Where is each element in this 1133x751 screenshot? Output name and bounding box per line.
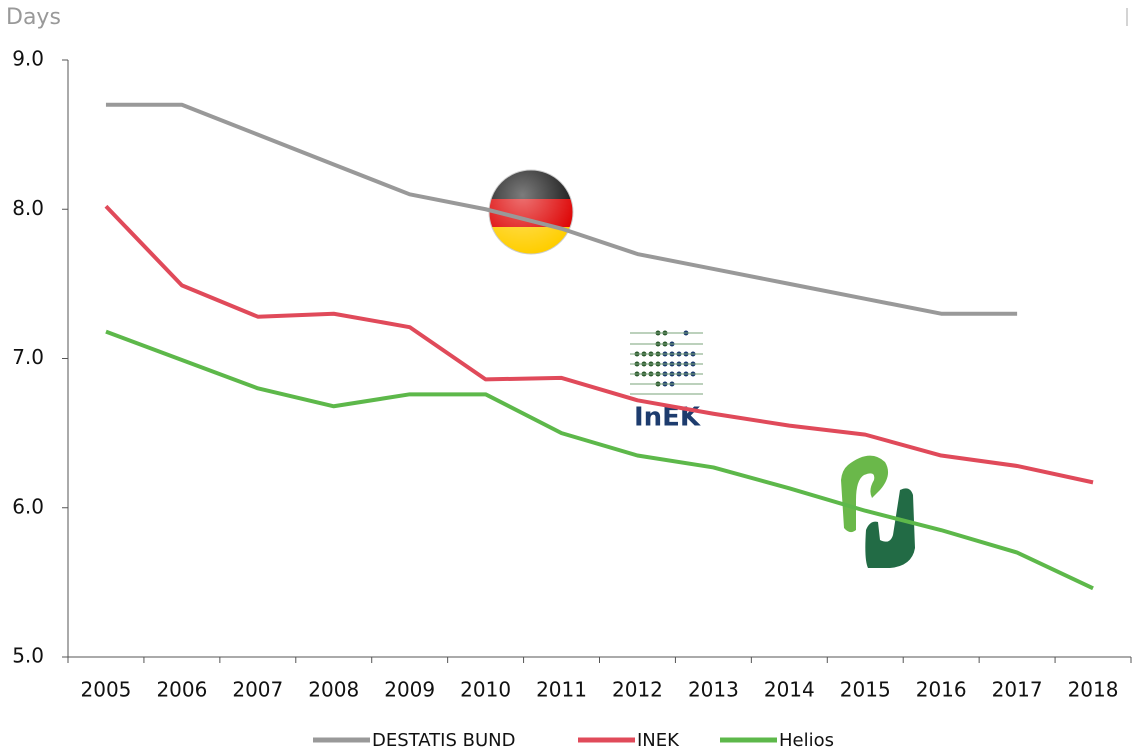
line-series xyxy=(104,204,1094,485)
x-tick-label: 2005 xyxy=(81,678,132,702)
line-series xyxy=(105,102,1018,316)
legend-label: INEK xyxy=(637,730,680,751)
y-axis-label: Days xyxy=(6,5,61,30)
x-tick-label: 2018 xyxy=(1068,678,1119,702)
y-tick-label: 9.0 xyxy=(12,47,44,71)
x-tick-label: 2011 xyxy=(536,678,587,702)
x-tick-label: 2009 xyxy=(384,678,435,702)
x-tick-label: 2007 xyxy=(232,678,283,702)
x-tick-label: 2014 xyxy=(764,678,815,702)
y-tick-label: 7.0 xyxy=(12,345,44,369)
x-tick-label: 2013 xyxy=(688,678,739,702)
y-tick-label: 5.0 xyxy=(12,644,44,668)
legend-label: Helios xyxy=(779,730,834,751)
legend-label: DESTATIS BUND xyxy=(372,730,515,751)
x-tick-label: 2010 xyxy=(460,678,511,702)
x-tick-label: 2015 xyxy=(840,678,891,702)
y-tick-label: 6.0 xyxy=(12,494,44,518)
x-tick-label: 2012 xyxy=(612,678,663,702)
x-tick-label: 2008 xyxy=(308,678,359,702)
y-tick-label: 8.0 xyxy=(12,196,44,220)
helios-logo xyxy=(841,455,915,568)
line-series xyxy=(105,329,1094,591)
inek-logo: InEK xyxy=(628,326,706,436)
x-tick-label: 2017 xyxy=(992,678,1043,702)
x-tick-label: 2006 xyxy=(156,678,207,702)
x-tick-label: 2016 xyxy=(916,678,967,702)
